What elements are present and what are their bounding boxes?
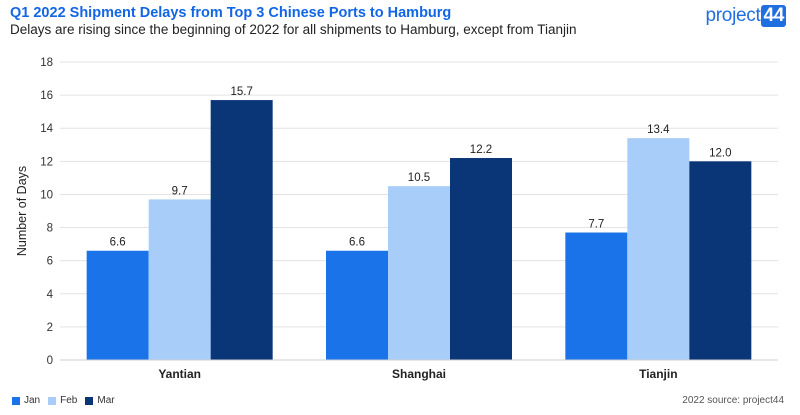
- legend: Jan Feb Mar: [12, 395, 123, 406]
- legend-item-mar: Mar: [85, 395, 115, 406]
- chart-subtitle: Delays are rising since the beginning of…: [10, 22, 577, 37]
- y-tick-label: 2: [47, 322, 53, 334]
- x-tick-label: Yantian: [158, 367, 201, 381]
- data-label: 10.5: [408, 172, 430, 184]
- source-note: 2022 source: project44: [682, 395, 784, 406]
- data-label: 13.4: [647, 124, 670, 136]
- y-tick-label: 6: [47, 256, 53, 268]
- legend-label: Mar: [97, 395, 115, 406]
- y-tick-label: 8: [47, 223, 53, 235]
- bar-mar-shanghai: [450, 158, 512, 360]
- bar-jan-yantian: [86, 250, 149, 360]
- legend-item-feb: Feb: [48, 395, 77, 406]
- bar-jan-shanghai: [326, 250, 388, 360]
- data-label: 12.0: [709, 147, 731, 159]
- y-tick-label: 12: [40, 156, 53, 168]
- bar-feb-tianjin: [627, 138, 690, 360]
- data-label: 12.2: [470, 144, 492, 156]
- y-tick-label: 14: [40, 123, 53, 135]
- data-label: 6.6: [349, 237, 365, 249]
- bar-jan-tianjin: [565, 232, 628, 360]
- x-tick-label: Tianjin: [639, 367, 677, 381]
- y-tick-label: 18: [40, 57, 53, 69]
- legend-swatch: [48, 396, 57, 405]
- data-label: 7.7: [588, 219, 604, 231]
- bar-mar-yantian: [210, 100, 273, 361]
- x-tick-label: Shanghai: [392, 367, 446, 381]
- bar-feb-yantian: [148, 199, 211, 360]
- legend-swatch: [12, 396, 20, 405]
- data-label: 6.6: [110, 237, 126, 249]
- legend-swatch: [85, 396, 94, 405]
- legend-label: Jan: [24, 395, 41, 406]
- bar-mar-tianjin: [689, 161, 752, 360]
- data-label: 9.7: [172, 185, 188, 197]
- y-axis-title: Number of Days: [15, 166, 29, 256]
- data-label: 15.7: [230, 86, 252, 98]
- chart-title: Q1 2022 Shipment Delays from Top 3 Chine…: [10, 5, 452, 21]
- logo-text: project: [705, 5, 761, 26]
- logo-number: 44: [761, 5, 786, 27]
- legend-label: Feb: [60, 395, 78, 406]
- y-tick-label: 16: [40, 90, 53, 102]
- project44-logo: project 44: [706, 5, 786, 27]
- legend-item-jan: Jan: [12, 395, 40, 406]
- bar-feb-shanghai: [388, 186, 450, 360]
- y-tick-label: 4: [47, 289, 54, 301]
- y-tick-label: 10: [40, 189, 53, 201]
- y-tick-label: 0: [47, 355, 53, 367]
